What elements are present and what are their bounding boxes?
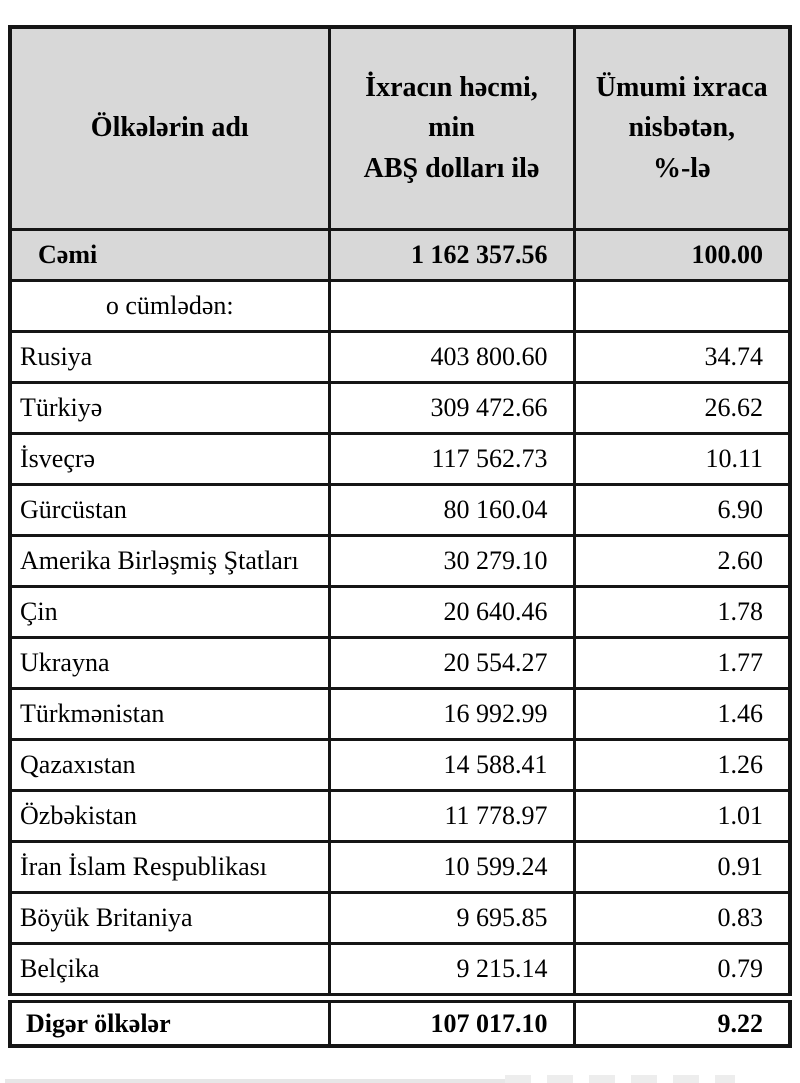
country-name-cell: Türkmənistan xyxy=(8,687,331,741)
export-value-cell: 9 695.85 xyxy=(327,891,576,945)
country-row: Böyük Britaniya 9 695.85 0.83 xyxy=(8,891,792,945)
country-row: Türkiyə 309 472.66 26.62 xyxy=(8,381,792,435)
other-countries-value-cell: 107 017.10 xyxy=(327,993,576,1048)
country-name-cell: Qazaxıstan xyxy=(8,738,331,792)
summary-label-cell: Cəmi xyxy=(8,228,331,282)
export-value-cell: 403 800.60 xyxy=(327,330,576,384)
export-value-cell: 80 160.04 xyxy=(327,483,576,537)
percent-cell: 10.11 xyxy=(572,432,792,486)
country-name-cell: Özbəkistan xyxy=(8,789,331,843)
percent-cell: 1.26 xyxy=(572,738,792,792)
other-countries-label-cell: Digər ölkələr xyxy=(8,993,331,1048)
summary-row-total: Cəmi 1 162 357.56 100.00 xyxy=(8,228,792,282)
country-name-cell: İsveçrə xyxy=(8,432,331,486)
export-value-cell: 309 472.66 xyxy=(327,381,576,435)
percent-cell: 0.91 xyxy=(572,840,792,894)
country-row: Gürcüstan 80 160.04 6.90 xyxy=(8,483,792,537)
cropped-content-artifact-left xyxy=(5,1079,540,1083)
country-row: Rusiya 403 800.60 34.74 xyxy=(8,330,792,384)
export-value-cell: 11 778.97 xyxy=(327,789,576,843)
cropped-content-artifact-right xyxy=(505,1075,735,1083)
summary-value-cell: 1 162 357.56 xyxy=(327,228,576,282)
percent-cell: 26.62 xyxy=(572,381,792,435)
country-row: İran İslam Respublikası 10 599.24 0.91 xyxy=(8,840,792,894)
country-name-cell: Böyük Britaniya xyxy=(8,891,331,945)
country-row: Çin 20 640.46 1.78 xyxy=(8,585,792,639)
percent-cell: 0.79 xyxy=(572,942,792,1000)
subheader-row-including: o cümlədən: xyxy=(8,279,792,333)
export-value-cell: 30 279.10 xyxy=(327,534,576,588)
export-value-cell: 9 215.14 xyxy=(327,942,576,1000)
subheader-label-cell: o cümlədən: xyxy=(8,279,331,333)
country-name-cell: Ukrayna xyxy=(8,636,331,690)
table-header-row: Ölkələrin adı İxracın həcmi, min ABŞ dol… xyxy=(8,25,792,231)
export-value-cell: 20 640.46 xyxy=(327,585,576,639)
percent-cell: 34.74 xyxy=(572,330,792,384)
other-countries-percent-cell: 9.22 xyxy=(572,993,792,1048)
empty-cell xyxy=(327,279,576,333)
country-name-cell: Çin xyxy=(8,585,331,639)
summary-percent-cell: 100.00 xyxy=(572,228,792,282)
percent-cell: 1.78 xyxy=(572,585,792,639)
percent-cell: 6.90 xyxy=(572,483,792,537)
country-name-cell: İran İslam Respublikası xyxy=(8,840,331,894)
percent-cell: 1.46 xyxy=(572,687,792,741)
export-by-country-table: Ölkələrin adı İxracın həcmi, min ABŞ dol… xyxy=(8,25,792,1048)
total-row-other-countries: Digər ölkələr 107 017.10 9.22 xyxy=(8,993,792,1048)
country-row: Belçika 9 215.14 0.79 xyxy=(8,942,792,1000)
export-value-cell: 117 562.73 xyxy=(327,432,576,486)
export-value-cell: 20 554.27 xyxy=(327,636,576,690)
percent-cell: 1.77 xyxy=(572,636,792,690)
export-value-cell: 14 588.41 xyxy=(327,738,576,792)
percent-cell: 2.60 xyxy=(572,534,792,588)
percent-cell: 1.01 xyxy=(572,789,792,843)
header-cell-country-name: Ölkələrin adı xyxy=(8,25,331,231)
country-name-cell: Türkiyə xyxy=(8,381,331,435)
country-name-cell: Belçika xyxy=(8,942,331,1000)
country-name-cell: Amerika Birləşmiş Ştatları xyxy=(8,534,331,588)
export-value-cell: 10 599.24 xyxy=(327,840,576,894)
header-cell-export-volume: İxracın həcmi, min ABŞ dolları ilə xyxy=(327,25,576,231)
country-row: Ukrayna 20 554.27 1.77 xyxy=(8,636,792,690)
header-cell-percent-of-total: Ümumi ixraca nisbətən, %-lə xyxy=(572,25,792,231)
country-row: Türkmənistan 16 992.99 1.46 xyxy=(8,687,792,741)
country-row: Özbəkistan 11 778.97 1.01 xyxy=(8,789,792,843)
country-name-cell: Rusiya xyxy=(8,330,331,384)
percent-cell: 0.83 xyxy=(572,891,792,945)
country-name-cell: Gürcüstan xyxy=(8,483,331,537)
country-row: İsveçrə 117 562.73 10.11 xyxy=(8,432,792,486)
country-row: Amerika Birləşmiş Ştatları 30 279.10 2.6… xyxy=(8,534,792,588)
empty-cell xyxy=(572,279,792,333)
country-row: Qazaxıstan 14 588.41 1.26 xyxy=(8,738,792,792)
export-value-cell: 16 992.99 xyxy=(327,687,576,741)
